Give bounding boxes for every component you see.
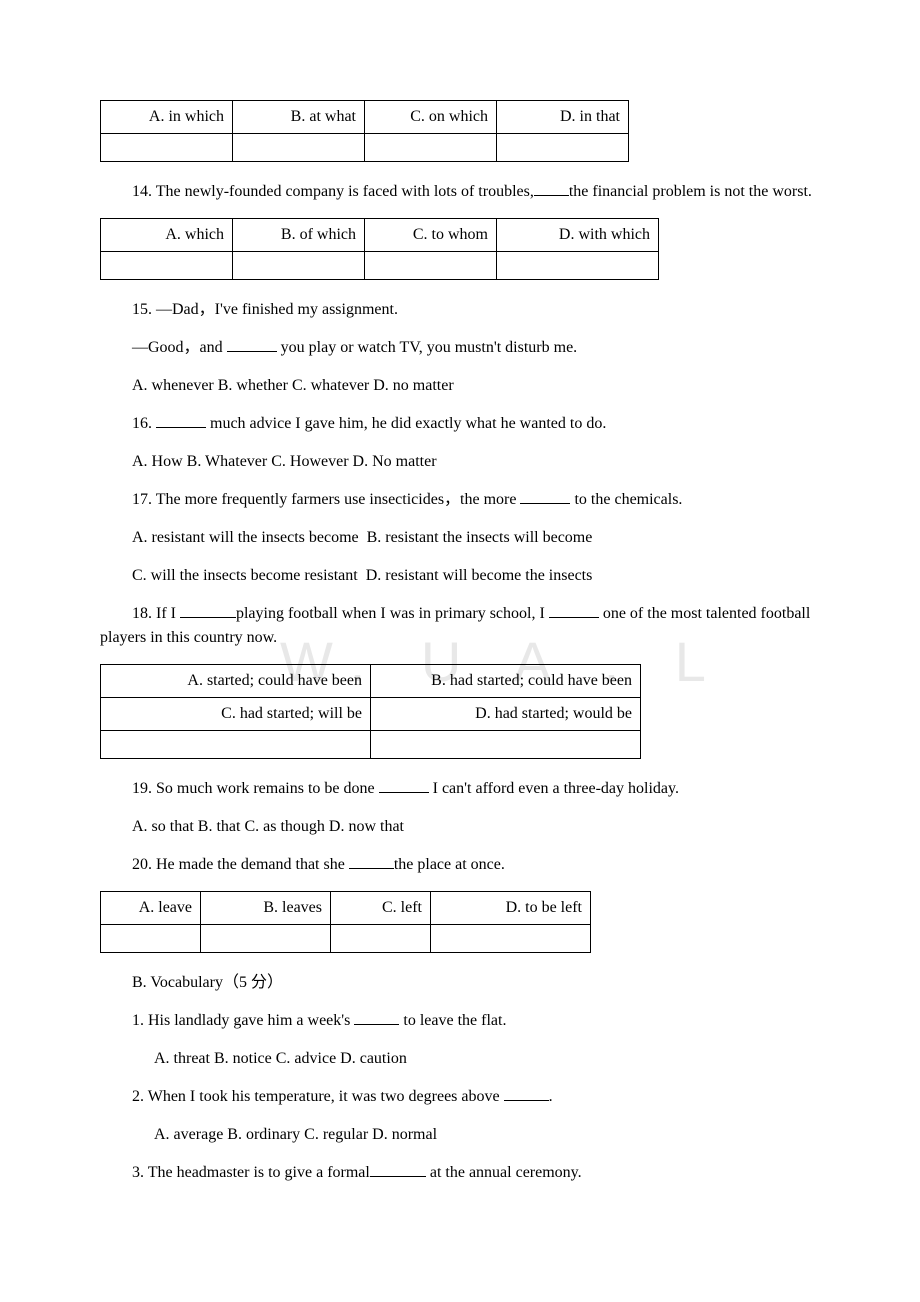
v3-text-post: at the annual ceremony. bbox=[426, 1164, 582, 1181]
q13-blank-d bbox=[497, 134, 629, 162]
q15-options: A. whenever B. whether C. whatever D. no… bbox=[100, 374, 820, 398]
q14-text-post: the financial problem is not the worst. bbox=[569, 183, 812, 200]
q13-opt-b: B. at what bbox=[233, 101, 365, 134]
v1-text: 1. His landlady gave him a week's to lea… bbox=[100, 1009, 820, 1033]
q17-text: 17. The more frequently farmers use inse… bbox=[100, 488, 820, 512]
q18-opt-d: D. had started; would be bbox=[371, 698, 641, 731]
v1-blank bbox=[354, 1009, 399, 1025]
q13-blank-c bbox=[365, 134, 497, 162]
q18-blank-l bbox=[101, 731, 371, 759]
v2-options: A. average B. ordinary C. regular D. nor… bbox=[100, 1123, 820, 1147]
q15-line2-pre: —Good，and bbox=[132, 339, 227, 356]
q13-opt-d: D. in that bbox=[497, 101, 629, 134]
q20-blank-a bbox=[101, 925, 201, 953]
q14-blank-b bbox=[233, 252, 365, 280]
q16-options: A. How B. Whatever C. However D. No matt… bbox=[100, 450, 820, 474]
q14-blank-a bbox=[101, 252, 233, 280]
q18-text: 18. If I playing football when I was in … bbox=[100, 602, 820, 650]
q16-text: 16. much advice I gave him, he did exact… bbox=[100, 412, 820, 436]
q13-opt-c: C. on which bbox=[365, 101, 497, 134]
q15-line2: —Good，and you play or watch TV, you must… bbox=[100, 336, 820, 360]
q17-options-ab: A. resistant will the insects become B. … bbox=[100, 526, 820, 550]
q20-opt-c: C. left bbox=[331, 892, 431, 925]
v1-text-post: to leave the flat. bbox=[399, 1012, 506, 1029]
q14-opt-d: D. with which bbox=[497, 219, 659, 252]
q20-blank bbox=[349, 853, 394, 869]
v2-text-pre: 2. When I took his temperature, it was t… bbox=[132, 1088, 504, 1105]
q14-text: 14. The newly-founded company is faced w… bbox=[100, 180, 820, 204]
q20-text-pre: 20. He made the demand that she bbox=[132, 856, 349, 873]
q20-opt-d: D. to be left bbox=[431, 892, 591, 925]
q20-blank-d bbox=[431, 925, 591, 953]
q18-blank2 bbox=[549, 602, 599, 618]
q15-line1: 15. —Dad，I've finished my assignment. bbox=[100, 298, 820, 322]
q14-opt-a: A. which bbox=[101, 219, 233, 252]
v2-text: 2. When I took his temperature, it was t… bbox=[100, 1085, 820, 1109]
q19-text-post: I can't afford even a three-day holiday. bbox=[429, 780, 679, 797]
q16-blank bbox=[156, 412, 206, 428]
q20-opt-b: B. leaves bbox=[201, 892, 331, 925]
q20-blank-b bbox=[201, 925, 331, 953]
q20-text: 20. He made the demand that she the plac… bbox=[100, 853, 820, 877]
q20-text-post: the place at once. bbox=[394, 856, 505, 873]
v1-options: A. threat B. notice C. advice D. caution bbox=[100, 1047, 820, 1071]
q20-blank-c bbox=[331, 925, 431, 953]
q13-options-table: A. in which B. at what C. on which D. in… bbox=[100, 100, 629, 162]
q19-text-pre: 19. So much work remains to be done bbox=[132, 780, 379, 797]
q18-blank1 bbox=[180, 602, 236, 618]
q17-text-post: to the chemicals. bbox=[570, 491, 682, 508]
q14-text-pre: 14. The newly-founded company is faced w… bbox=[132, 183, 534, 200]
vocab-heading: B. Vocabulary（5 分） bbox=[100, 971, 820, 995]
q17-options-cd: C. will the insects become resistant D. … bbox=[100, 564, 820, 588]
q17-opt-c: C. will the insects become resistant bbox=[132, 567, 358, 584]
q18-text-mid: playing football when I was in primary s… bbox=[236, 605, 549, 622]
q17-opt-b: B. resistant the insects will become bbox=[367, 529, 593, 546]
q13-blank-b bbox=[233, 134, 365, 162]
q18-text-pre: 18. If I bbox=[132, 605, 180, 622]
q13-opt-a: A. in which bbox=[101, 101, 233, 134]
q15-line2-post: you play or watch TV, you mustn't distur… bbox=[277, 339, 578, 356]
q15-blank bbox=[227, 336, 277, 352]
v3-blank bbox=[370, 1161, 426, 1177]
q14-opt-b: B. of which bbox=[233, 219, 365, 252]
v2-text-post: . bbox=[549, 1088, 553, 1105]
q18-blank-r bbox=[371, 731, 641, 759]
q14-blank-c bbox=[365, 252, 497, 280]
q19-blank bbox=[379, 777, 429, 793]
q17-opt-a: A. resistant will the insects become bbox=[132, 529, 359, 546]
q20-options-table: A. leave B. leaves C. left D. to be left bbox=[100, 891, 591, 953]
q19-options: A. so that B. that C. as though D. now t… bbox=[100, 815, 820, 839]
q14-opt-c: C. to whom bbox=[365, 219, 497, 252]
q18-opt-b: B. had started; could have been bbox=[371, 665, 641, 698]
q18-opt-c: C. had started; will be bbox=[101, 698, 371, 731]
q14-blank-d bbox=[497, 252, 659, 280]
q20-opt-a: A. leave bbox=[101, 892, 201, 925]
q16-text-pre: 16. bbox=[132, 415, 156, 432]
v3-text-pre: 3. The headmaster is to give a formal bbox=[132, 1164, 370, 1181]
q13-blank-a bbox=[101, 134, 233, 162]
q14-options-table: A. which B. of which C. to whom D. with … bbox=[100, 218, 659, 280]
q19-text: 19. So much work remains to be done I ca… bbox=[100, 777, 820, 801]
q17-blank bbox=[520, 488, 570, 504]
q17-text-pre: 17. The more frequently farmers use inse… bbox=[132, 491, 520, 508]
q17-opt-d: D. resistant will become the insects bbox=[366, 567, 593, 584]
q18-opt-a: A. started; could have been bbox=[101, 665, 371, 698]
v3-text: 3. The headmaster is to give a formal at… bbox=[100, 1161, 820, 1185]
v2-blank bbox=[504, 1085, 549, 1101]
q16-text-post: much advice I gave him, he did exactly w… bbox=[206, 415, 606, 432]
q18-options-table: A. started; could have been B. had start… bbox=[100, 664, 641, 759]
q14-blank bbox=[534, 180, 569, 196]
v1-text-pre: 1. His landlady gave him a week's bbox=[132, 1012, 354, 1029]
